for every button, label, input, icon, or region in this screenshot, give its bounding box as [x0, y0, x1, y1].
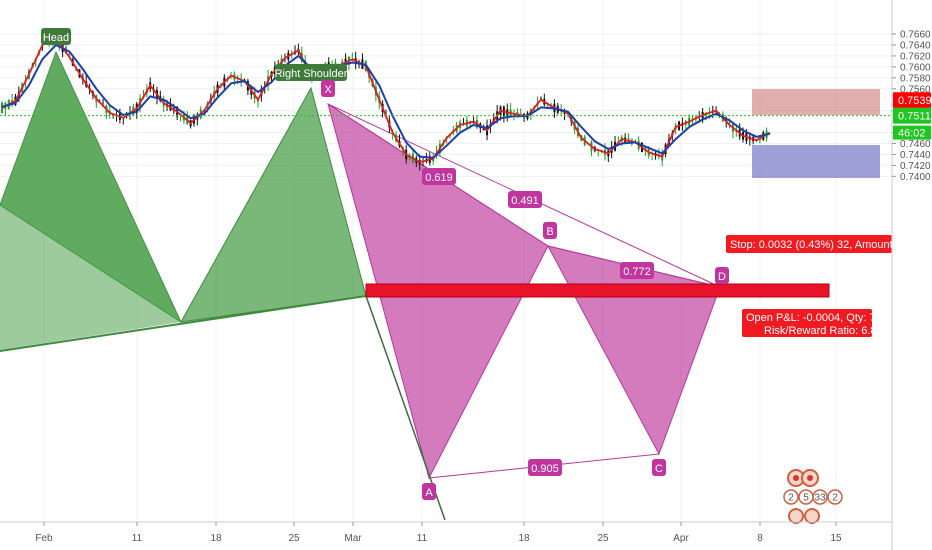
annotation-text: X — [324, 84, 332, 96]
event-badge-circle — [783, 489, 799, 505]
x-tick-label: 15 — [830, 533, 842, 544]
annotation-label: 0.772 — [620, 262, 654, 279]
annotation-badge — [321, 80, 335, 97]
x-tick-label: 25 — [597, 533, 609, 544]
annotation-label: 0.619 — [422, 168, 456, 185]
annotation-text: C — [655, 463, 663, 475]
annotation-badge — [422, 168, 456, 185]
pnl-info-text: Open P&L: -0.0004, Qty: 78125 — [746, 312, 900, 324]
annotation-badge — [543, 222, 557, 239]
countdown-label: 46:02 — [893, 125, 931, 140]
head-left-fill — [0, 52, 181, 350]
event-badge-text: 2 — [788, 493, 794, 504]
annotation-label: Head — [41, 28, 71, 45]
stop-info-box — [726, 235, 892, 253]
price-axis-text: 0.7539 — [898, 95, 932, 107]
annotation-text: 0.619 — [425, 172, 453, 184]
event-badges: 2 5 33 2 — [783, 469, 843, 524]
resistance-zone — [365, 283, 830, 298]
position-info: Stop: 0.0032 (0.43%) 32, Amount: Open P&… — [726, 235, 900, 337]
price-axis-label: 0.7539 — [893, 92, 932, 109]
calendar-event-icon — [788, 508, 804, 524]
event-badge-text: 5 — [803, 493, 809, 504]
annotation-label: D — [715, 267, 729, 284]
annotation-label: A — [422, 483, 436, 500]
candle-body — [1, 102, 3, 113]
event-badge-circle — [827, 489, 843, 505]
y-tick-label: 0.7420 — [900, 161, 931, 172]
price-axis-text: 0.7511 — [898, 111, 931, 123]
x-tick-label: 25 — [288, 533, 300, 544]
x-tick-label: Feb — [35, 533, 53, 544]
price-axis-label: 0.7511 — [893, 107, 931, 124]
annotation-badge — [275, 64, 347, 81]
x-tick-label: 11 — [417, 533, 428, 544]
annotation-label: 0.905 — [528, 459, 562, 476]
x-tick-label: 18 — [518, 533, 530, 544]
stop-info-text: Stop: 0.0032 (0.43%) 32, Amount: — [730, 239, 896, 251]
x-tick-label: 8 — [757, 533, 763, 544]
y-tick-label: 0.7660 — [900, 30, 931, 41]
annotation-text: B — [546, 226, 553, 238]
labels-layer: Head Right Shoulder X A B C D 0.619 0.491 0.772 0.… — [41, 28, 900, 524]
y-tick-label: 0.7600 — [900, 62, 931, 73]
annotation-badge — [620, 262, 654, 279]
neckline — [0, 295, 367, 352]
flag-icon — [793, 475, 799, 481]
annotation-text: D — [718, 271, 726, 283]
x-tick-label: 18 — [210, 533, 222, 544]
lines-layer — [1, 37, 793, 513]
flag-icon — [807, 475, 813, 481]
target-zone — [752, 145, 880, 178]
price-axis-badge — [893, 107, 931, 124]
y-tick-label: 0.7640 — [900, 40, 931, 51]
annotation-badge — [652, 459, 666, 476]
countdown-badge — [893, 125, 931, 140]
event-badge-text: 2 — [832, 493, 838, 504]
pnl-info-box — [742, 309, 872, 337]
annotation-label: C — [652, 459, 666, 476]
annotation-badge — [422, 483, 436, 500]
y-tick-label: 0.7560 — [900, 84, 931, 95]
moving-average-slow — [1, 43, 771, 159]
down-trendline — [365, 295, 446, 521]
price-axis-badge — [893, 92, 931, 109]
annotation-badge — [508, 191, 542, 208]
y-tick-label: 0.7400 — [900, 172, 931, 183]
annotation-text: Right Shoulder — [275, 68, 348, 80]
stop-zone — [752, 89, 880, 116]
annotation-badge — [528, 459, 562, 476]
countdown-text: 46:02 — [898, 128, 926, 140]
event-badge-circle — [812, 489, 828, 505]
y-tick-label: 0.7620 — [900, 51, 931, 62]
annotation-text: 0.772 — [623, 266, 651, 278]
y-tick-label: 0.7460 — [900, 139, 931, 150]
calendar-event-icon — [804, 508, 820, 524]
x-tick-label: Mar — [344, 533, 362, 544]
annotation-badge — [715, 267, 729, 284]
rr-info-text: Risk/Reward Ratio: 6.84 — [764, 325, 883, 337]
annotation-label: X — [321, 80, 335, 97]
x-tick-label: 11 — [132, 533, 143, 544]
x-tick-label: Apr — [673, 533, 689, 544]
annotation-badge — [41, 28, 71, 45]
annotation-text: 0.491 — [511, 195, 539, 207]
annotation-text: 0.905 — [531, 463, 559, 475]
annotation-text: A — [425, 487, 433, 499]
annotation-text: Head — [43, 32, 69, 44]
annotation-label: B — [543, 222, 557, 239]
overlays-layer — [0, 89, 892, 298]
annotation-label: Right Shoulder — [275, 64, 348, 81]
annotation-label: 0.491 — [508, 191, 542, 208]
event-badge-text: 33 — [814, 493, 826, 504]
y-tick-label: 0.7580 — [900, 73, 931, 84]
y-tick-label: 0.7440 — [900, 150, 931, 161]
projection-line — [767, 344, 793, 513]
